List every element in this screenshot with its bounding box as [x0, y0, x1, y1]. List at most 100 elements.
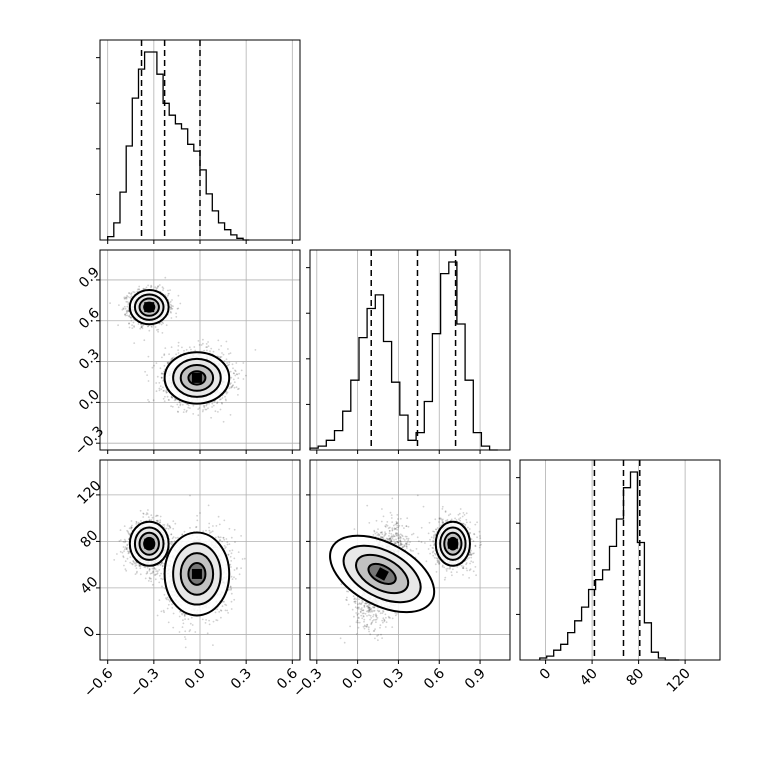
sample-point	[216, 402, 219, 405]
sample-point	[128, 550, 131, 553]
sample-point	[205, 346, 208, 348]
sample-point	[136, 570, 138, 573]
sample-point	[150, 286, 152, 289]
sample-point	[175, 316, 178, 318]
gridlines	[316, 250, 481, 450]
sample-point	[168, 353, 171, 356]
sample-point	[132, 291, 135, 293]
sample-point	[119, 529, 122, 531]
sample-point	[128, 533, 131, 536]
sample-point	[159, 385, 162, 387]
sample-point	[203, 406, 206, 409]
sample-point	[135, 561, 138, 564]
sample-point	[231, 384, 234, 387]
sample-point	[212, 350, 215, 353]
sample-point	[162, 397, 165, 400]
sample-point	[193, 346, 196, 348]
sample-point	[170, 304, 173, 307]
sample-point	[159, 564, 162, 566]
sample-point	[151, 366, 154, 369]
sample-point	[132, 321, 135, 324]
sample-point	[157, 285, 160, 288]
sample-point	[122, 308, 125, 310]
sample-point	[139, 509, 142, 512]
sample-point	[156, 329, 158, 331]
sample-point	[163, 353, 166, 355]
sample-point	[170, 358, 173, 360]
sample-point	[137, 323, 140, 325]
sample-point	[230, 589, 232, 591]
sample-point	[162, 287, 165, 290]
sample-point	[202, 405, 205, 407]
sample-point	[125, 296, 128, 299]
sample-point	[163, 389, 165, 392]
sample-point	[165, 391, 168, 394]
sample-point	[152, 570, 154, 573]
sample-point	[179, 302, 182, 305]
sample-point	[124, 313, 127, 316]
sample-point	[219, 408, 222, 411]
sample-point	[208, 532, 211, 534]
sample-point	[128, 551, 130, 554]
sample-point	[147, 509, 149, 511]
sample-point	[168, 525, 170, 527]
sample-point	[146, 572, 149, 574]
sample-point	[168, 399, 170, 401]
sample-point	[164, 276, 167, 279]
sample-point	[155, 390, 158, 393]
sample-point	[123, 305, 126, 308]
sample-point	[147, 380, 150, 382]
sample-point	[148, 577, 151, 580]
sample-point	[122, 546, 125, 548]
sample-point	[151, 326, 153, 328]
sample-point	[219, 356, 221, 358]
density-peak	[144, 302, 155, 313]
sample-point	[177, 294, 180, 297]
sample-point	[168, 525, 171, 528]
sample-point	[162, 379, 165, 382]
sample-point	[197, 340, 200, 342]
sample-point	[153, 364, 155, 367]
sample-point	[126, 529, 128, 532]
sample-point	[234, 374, 237, 377]
sample-point	[126, 546, 128, 549]
sample-point	[166, 395, 169, 398]
sample-point	[207, 341, 210, 343]
sample-point	[173, 540, 176, 542]
sample-point	[170, 317, 173, 319]
sample-point	[165, 324, 168, 327]
sample-point	[139, 573, 142, 576]
sample-point	[171, 396, 173, 399]
sample-point	[165, 598, 168, 601]
scatter-p0-p1	[109, 276, 257, 423]
sample-point	[117, 324, 119, 327]
sample-point	[125, 296, 127, 299]
sample-point	[223, 600, 225, 603]
sample-point	[109, 302, 111, 304]
sample-point	[118, 304, 120, 306]
sample-point	[154, 573, 157, 576]
sample-point	[148, 568, 151, 571]
sample-point	[229, 370, 232, 373]
sample-point	[242, 362, 245, 364]
sample-point	[128, 315, 131, 317]
sample-point	[135, 523, 138, 525]
sample-point	[174, 398, 177, 401]
sample-point	[223, 545, 226, 547]
sample-point	[163, 370, 165, 373]
sample-point	[129, 316, 132, 318]
sample-point	[131, 327, 134, 329]
sample-point	[158, 382, 161, 384]
sample-point	[125, 297, 128, 300]
sample-point	[125, 547, 128, 550]
sample-point	[171, 543, 173, 546]
sample-point	[171, 607, 174, 609]
sample-point	[130, 527, 133, 530]
sample-point	[225, 399, 227, 402]
sample-point	[235, 362, 238, 364]
sample-point	[126, 311, 129, 313]
sample-point	[230, 386, 233, 388]
sample-point	[210, 347, 213, 350]
sample-point	[126, 548, 128, 550]
sample-point	[177, 411, 180, 413]
